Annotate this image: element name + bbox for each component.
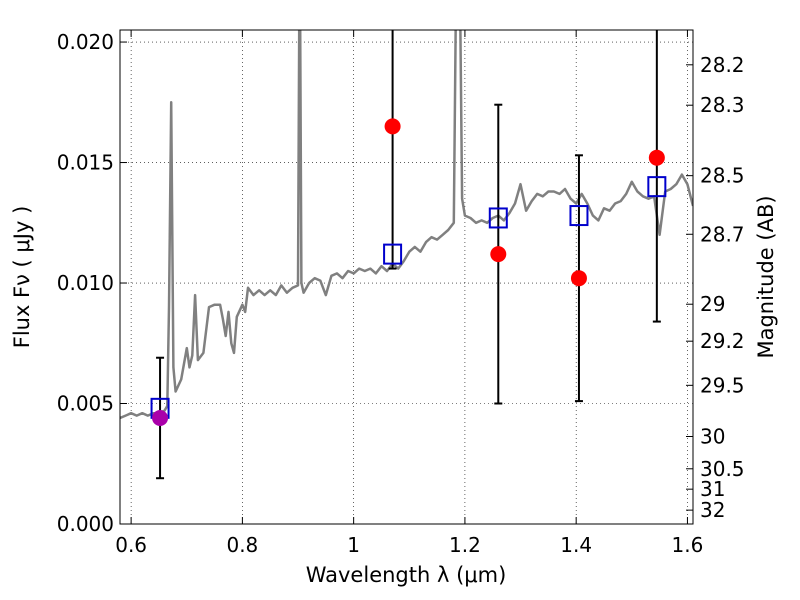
spectrum-line	[120, 30, 693, 420]
y2-tick-label: 29.5	[700, 373, 745, 397]
x-tick-label: 0.8	[226, 533, 258, 557]
model-marker	[383, 243, 403, 265]
y2-tick-label: 28.2	[700, 53, 745, 77]
y-axis-label: Flux Fν ( μJy )	[10, 206, 34, 349]
data-point	[648, 149, 665, 166]
data-point	[384, 118, 401, 135]
model-marker	[569, 205, 589, 227]
y2-tick-label: 28.5	[700, 164, 745, 188]
x-tick-label: 1.4	[560, 533, 592, 557]
y-tick-label: 0.015	[57, 151, 114, 175]
ticks	[120, 30, 693, 525]
y-tick-label: 0.005	[57, 392, 114, 416]
x-tick-label: 1.2	[449, 533, 481, 557]
plot-frame	[119, 29, 694, 525]
y2-tick-label: 28.7	[700, 222, 745, 246]
x-tick-label: 0.6	[115, 533, 147, 557]
y2-tick-label: 29.2	[700, 329, 745, 353]
x-axis-label: Wavelength λ (μm)	[306, 563, 507, 587]
y2-tick-label: 28.3	[700, 93, 745, 117]
data-point	[490, 246, 507, 263]
spectrum-layer	[120, 30, 693, 420]
plot-background	[120, 30, 693, 524]
y2-axis-label: Magnitude (AB)	[754, 195, 778, 358]
model-marker	[488, 207, 508, 229]
y-tick-label: 0.010	[57, 271, 114, 295]
model-marker	[647, 176, 667, 198]
marker-layer	[150, 118, 667, 426]
x-tick-label: 1.6	[672, 533, 704, 557]
y-tick-label: 0.020	[57, 30, 114, 54]
y2-tick-label: 29	[700, 292, 725, 316]
y2-tick-label: 30	[700, 425, 725, 449]
tick-labels: 0.6 0.8 1 1.2 1.4 1.6 0.000 0.005 0.010 0.015 0.02…	[57, 30, 745, 557]
y-tick-label: 0.000	[57, 512, 114, 536]
y2-tick-label: 31	[700, 477, 725, 501]
data-point	[570, 270, 587, 287]
x-tick-label: 1	[347, 533, 360, 557]
y2-tick-label: 32	[700, 498, 725, 522]
y2-tick-label: 30.5	[700, 457, 745, 481]
optical-data-point	[152, 409, 169, 426]
